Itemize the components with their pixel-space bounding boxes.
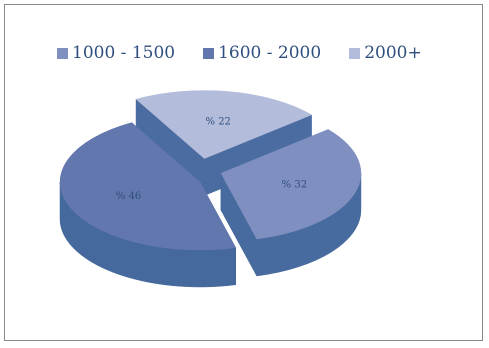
legend-swatch-1600-2000 — [203, 47, 215, 59]
pie-slice-1000-1500 — [220, 129, 362, 277]
pie-slice-1600-2000 — [59, 122, 237, 288]
pie-data-labels: % 32 % 46 % 22 — [116, 117, 307, 202]
legend-item-2000-plus: 2000+ — [349, 43, 422, 63]
pie-slice-top-2000-plus — [135, 90, 313, 159]
legend-swatch-2000-plus — [349, 47, 361, 59]
chart-legend: 1000 - 1500 1600 - 2000 2000+ — [57, 40, 422, 66]
legend-label-2000-plus: 2000+ — [364, 43, 422, 63]
data-label-1600-2000: % 46 — [116, 191, 141, 202]
legend-swatch-1000-1500 — [57, 47, 68, 59]
legend-item-1000-1500: 1000 - 1500 — [57, 43, 175, 63]
data-label-1000-1500: % 32 — [282, 180, 307, 191]
pie-slice-top-1600-2000 — [59, 122, 237, 251]
pie-slices — [59, 90, 362, 288]
legend-label-1600-2000: 1600 - 2000 — [218, 43, 322, 63]
pie-slice-top-1000-1500 — [220, 129, 362, 240]
legend-label-1000-1500: 1000 - 1500 — [72, 43, 176, 63]
data-label-2000-plus: % 22 — [206, 117, 231, 128]
legend-item-1600-2000: 1600 - 2000 — [203, 43, 321, 63]
